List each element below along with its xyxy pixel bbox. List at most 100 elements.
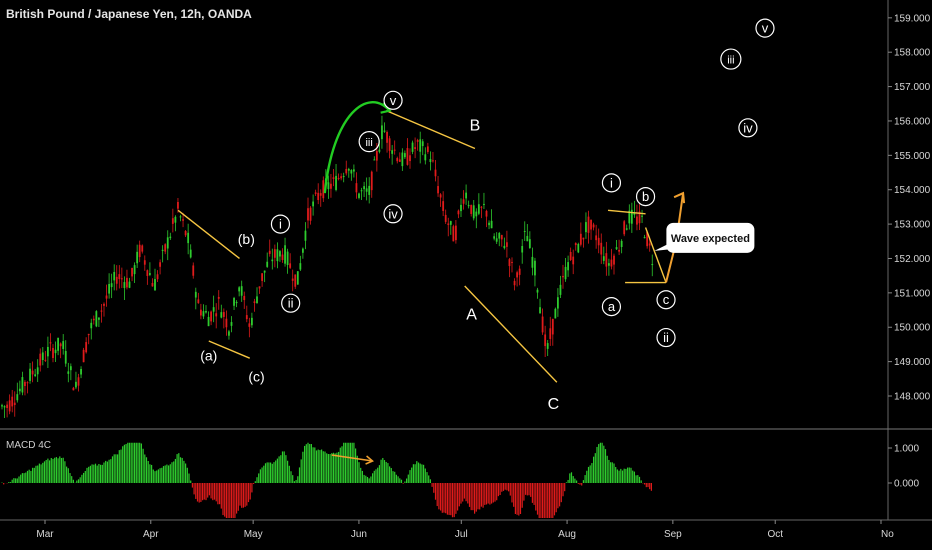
candle-body bbox=[169, 236, 172, 239]
annotation-text: Wave expected bbox=[671, 233, 750, 245]
candle-body bbox=[95, 311, 98, 327]
candle-body bbox=[24, 381, 26, 387]
candle-body bbox=[368, 185, 371, 195]
candle-body bbox=[202, 311, 205, 317]
candle bbox=[630, 202, 633, 233]
candle bbox=[337, 173, 340, 181]
candle bbox=[245, 305, 248, 323]
candle bbox=[577, 242, 580, 254]
candle bbox=[266, 252, 269, 268]
candle bbox=[95, 310, 98, 328]
candle-body bbox=[18, 388, 21, 392]
candle-body bbox=[370, 171, 373, 191]
candle bbox=[182, 212, 184, 228]
candle-body bbox=[574, 243, 577, 246]
candle-body bbox=[421, 141, 424, 147]
candle-body bbox=[508, 259, 511, 267]
trendline bbox=[177, 209, 240, 260]
candle-body bbox=[353, 169, 355, 172]
candle bbox=[291, 269, 294, 292]
candle bbox=[16, 382, 19, 403]
candle bbox=[572, 249, 575, 275]
candle-body bbox=[590, 219, 592, 230]
candle-body bbox=[363, 186, 365, 190]
price-tick-label: 152.000 bbox=[894, 254, 931, 265]
candle bbox=[222, 308, 225, 329]
candle bbox=[388, 135, 391, 159]
candle-body bbox=[595, 235, 598, 241]
candle-body bbox=[350, 170, 353, 174]
candle bbox=[360, 187, 363, 201]
candle bbox=[610, 248, 613, 270]
wave-label: v bbox=[762, 21, 769, 36]
candle-body bbox=[271, 259, 274, 262]
candle-body bbox=[340, 176, 343, 179]
wave-label: iv bbox=[388, 206, 398, 221]
candle-body bbox=[251, 317, 253, 326]
price-tick-label: 154.000 bbox=[894, 185, 931, 196]
candle bbox=[424, 147, 427, 165]
candle bbox=[506, 230, 508, 258]
candle bbox=[602, 246, 605, 265]
candle bbox=[202, 304, 205, 320]
candle-body bbox=[233, 297, 235, 306]
candle-body bbox=[480, 206, 483, 208]
candle bbox=[534, 257, 536, 287]
candle-body bbox=[284, 245, 286, 264]
wave-label-circle bbox=[656, 290, 676, 310]
candle bbox=[105, 284, 108, 307]
candle bbox=[368, 177, 371, 204]
candle bbox=[585, 212, 587, 239]
candle-body bbox=[381, 125, 383, 140]
candle-body bbox=[630, 209, 633, 224]
candle-body bbox=[582, 237, 585, 240]
candle-body bbox=[273, 249, 276, 258]
candle bbox=[421, 139, 424, 156]
price-tick-label: 148.000 bbox=[894, 392, 931, 403]
candle-body bbox=[279, 251, 281, 257]
time-tick-label: Sep bbox=[664, 529, 682, 540]
candle bbox=[307, 197, 309, 229]
candle-body bbox=[108, 283, 110, 294]
candle-body bbox=[159, 262, 161, 267]
candle bbox=[590, 219, 592, 240]
candle bbox=[434, 160, 437, 182]
candle-body bbox=[307, 208, 309, 221]
candle bbox=[136, 244, 139, 268]
candle-body bbox=[393, 149, 396, 151]
candle-body bbox=[100, 310, 103, 312]
candle-body bbox=[337, 178, 340, 180]
wave-label: B bbox=[470, 117, 481, 134]
candle bbox=[460, 198, 462, 217]
candle bbox=[477, 193, 480, 216]
candle-body bbox=[386, 131, 388, 143]
candle-body bbox=[457, 210, 460, 215]
candle bbox=[289, 253, 292, 269]
wave-label: ii bbox=[663, 330, 669, 345]
candle-body bbox=[495, 238, 498, 242]
candle bbox=[455, 219, 457, 244]
candle-body bbox=[483, 203, 485, 205]
candle bbox=[210, 310, 212, 326]
candle bbox=[177, 197, 179, 213]
candle bbox=[31, 361, 34, 383]
candle bbox=[370, 170, 373, 198]
candle-body bbox=[513, 280, 516, 286]
candle bbox=[608, 258, 610, 276]
candle-body bbox=[166, 237, 169, 249]
candle bbox=[340, 173, 343, 181]
candle bbox=[592, 222, 595, 231]
candle-body bbox=[587, 216, 590, 233]
candle-body bbox=[67, 371, 70, 374]
candle bbox=[544, 325, 547, 357]
candle bbox=[120, 267, 123, 289]
candle bbox=[551, 318, 554, 346]
candle bbox=[625, 224, 628, 231]
trendline bbox=[607, 209, 646, 215]
price-tick-label: 158.000 bbox=[894, 48, 931, 59]
candle-body bbox=[342, 176, 345, 178]
candle bbox=[462, 190, 465, 210]
candle-body bbox=[610, 259, 613, 267]
candle-body bbox=[398, 159, 401, 162]
